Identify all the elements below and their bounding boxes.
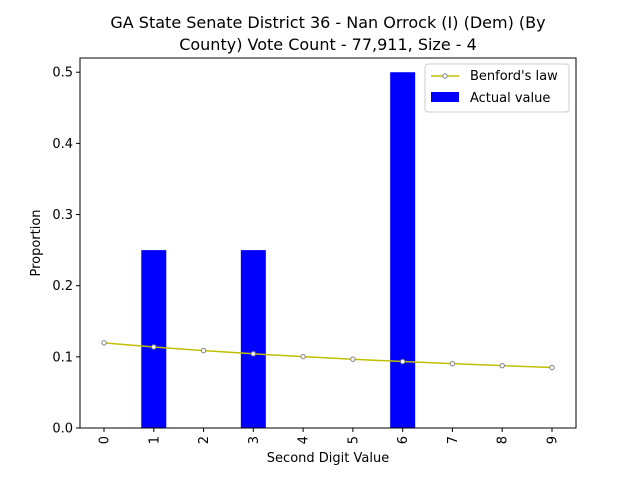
x-tick-label: 0: [98, 436, 113, 444]
legend-benford-label: Benford's law: [470, 69, 558, 84]
benford-point-3: [250, 351, 257, 357]
y-tick-label: 0.1: [52, 350, 73, 365]
y-axis: 0.0 0.1 0.2 0.3 0.4 0.5: [52, 66, 80, 437]
x-tick-label: 8: [496, 436, 511, 444]
plot-frame: [79, 57, 577, 429]
x-tick-label: 1: [147, 436, 162, 444]
benford-point-0: [101, 340, 107, 346]
x-tick-label: 7: [446, 436, 461, 444]
benford-line-layer: [101, 340, 555, 371]
x-tick-label: 4: [297, 436, 312, 444]
y-tick-label: 0.2: [52, 279, 73, 294]
x-axis-label: Second Digit Value: [267, 451, 389, 466]
bars-layer: [141, 72, 416, 428]
bar-actual-6: [390, 72, 416, 428]
chart-title-line-2: County) Vote Count - 77,911, Size - 4: [179, 35, 477, 54]
bar-actual-1: [141, 250, 167, 428]
legend-actual-swatch: [431, 92, 459, 102]
y-tick-label: 0.4: [52, 137, 73, 152]
benford-point-5: [350, 356, 356, 362]
x-tick-label: 3: [247, 436, 262, 444]
x-tick-label: 6: [396, 436, 411, 444]
y-tick-label: 0.0: [52, 422, 73, 437]
x-axis: 0 1 2 3 4 5 6 7 8 9: [98, 428, 561, 444]
benford-point-2: [200, 347, 207, 354]
benford-point-7: [449, 360, 456, 367]
legend-actual-label: Actual value: [470, 91, 550, 106]
x-tick-label: 5: [346, 436, 361, 444]
legend: Benford's law Actual value: [424, 63, 570, 113]
x-tick-label: 2: [197, 436, 212, 444]
benford-point-8: [499, 362, 505, 369]
benford-line: [103, 342, 553, 369]
x-tick-label: 9: [546, 436, 561, 444]
bar-actual-3: [240, 250, 266, 428]
y-axis-label: Proportion: [29, 209, 44, 276]
benford-point-6: [399, 358, 406, 365]
legend-benford-marker-icon: [442, 73, 448, 79]
chart-title-line-1: GA State Senate District 36 - Nan Orrock…: [110, 13, 545, 32]
benford-point-4: [300, 353, 306, 360]
benford-point-1: [151, 344, 157, 350]
benford-point-9: [549, 364, 555, 371]
legend-box: [424, 63, 570, 113]
y-tick-label: 0.5: [52, 66, 73, 81]
y-tick-label: 0.3: [52, 208, 73, 223]
